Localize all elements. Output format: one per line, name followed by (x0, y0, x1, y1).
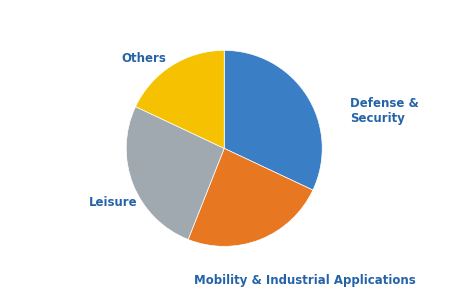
Wedge shape (188, 148, 313, 246)
Text: Leisure: Leisure (89, 196, 137, 209)
Wedge shape (126, 107, 224, 240)
Text: Mobility & Industrial Applications: Mobility & Industrial Applications (194, 274, 415, 287)
Text: Defense &
Security: Defense & Security (350, 97, 419, 125)
Text: Others: Others (121, 52, 166, 65)
Wedge shape (136, 50, 224, 148)
Wedge shape (224, 50, 322, 190)
